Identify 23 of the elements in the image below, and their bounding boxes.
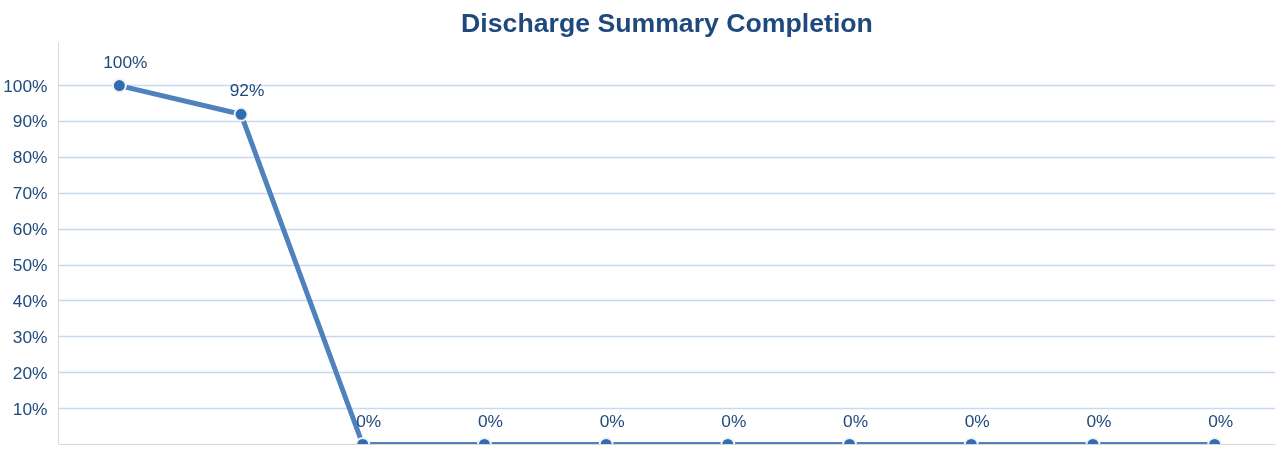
y-tick-label: 30% bbox=[12, 326, 48, 347]
y-tick-label: 100% bbox=[3, 75, 48, 96]
y-tick-label: 60% bbox=[12, 219, 48, 240]
chart-title: Discharge Summary Completion bbox=[461, 7, 873, 38]
y-tick-label: 20% bbox=[12, 362, 48, 383]
point bbox=[111, 78, 127, 94]
y-tick-label: 70% bbox=[12, 183, 48, 204]
y-tick-label: 10% bbox=[12, 398, 48, 419]
point bbox=[233, 106, 249, 122]
y-tick-label: 50% bbox=[12, 255, 48, 276]
data-label: 0% bbox=[599, 410, 625, 431]
data-label: 0% bbox=[356, 410, 382, 431]
data-label: 0% bbox=[1086, 410, 1112, 431]
data-label: 0% bbox=[721, 410, 747, 431]
data-label: 100% bbox=[103, 51, 148, 72]
data-label: 0% bbox=[477, 410, 503, 431]
data-label: 0% bbox=[964, 410, 990, 431]
data-label: 0% bbox=[1208, 410, 1234, 431]
data-label: 92% bbox=[229, 80, 265, 101]
y-tick-label: 80% bbox=[12, 147, 48, 168]
data-label: 0% bbox=[843, 410, 869, 431]
y-tick-label: 90% bbox=[12, 111, 48, 132]
y-tick-label: 40% bbox=[12, 290, 48, 311]
